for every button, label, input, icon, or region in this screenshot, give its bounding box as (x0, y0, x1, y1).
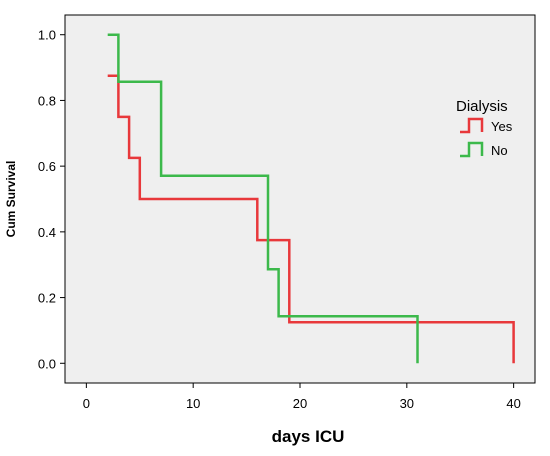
y-tick-label: 0.0 (38, 356, 56, 371)
y-tick-label: 0.2 (38, 291, 56, 306)
legend-label-no: No (491, 143, 508, 158)
x-tick-label: 10 (186, 396, 200, 411)
y-tick-label: 1.0 (38, 28, 56, 43)
series-line-no (107, 33, 419, 364)
series-line-yes (107, 74, 515, 364)
x-tick-label: 30 (400, 396, 414, 411)
y-tick-label: 0.6 (38, 159, 56, 174)
legend-swatch-no (460, 141, 484, 158)
legend-label-yes: Yes (491, 119, 513, 134)
plot-area (64, 14, 536, 384)
x-tick-label: 20 (293, 396, 307, 411)
x-tick-label: 40 (506, 396, 520, 411)
legend-swatch-yes (460, 117, 484, 134)
y-axis: 0.0 0.2 0.4 0.6 0.8 1.0 (38, 28, 65, 371)
legend: Dialysis Yes No (456, 98, 513, 158)
y-tick-label: 0.4 (38, 225, 56, 240)
x-axis: 0 10 20 30 40 (83, 383, 521, 411)
x-tick-label: 0 (83, 396, 90, 411)
series-layer (107, 33, 515, 364)
y-axis-title: Cum Survival (4, 161, 18, 238)
x-axis-title: days ICU (272, 427, 345, 446)
y-tick-label: 0.8 (38, 93, 56, 108)
legend-title: Dialysis (456, 98, 508, 115)
